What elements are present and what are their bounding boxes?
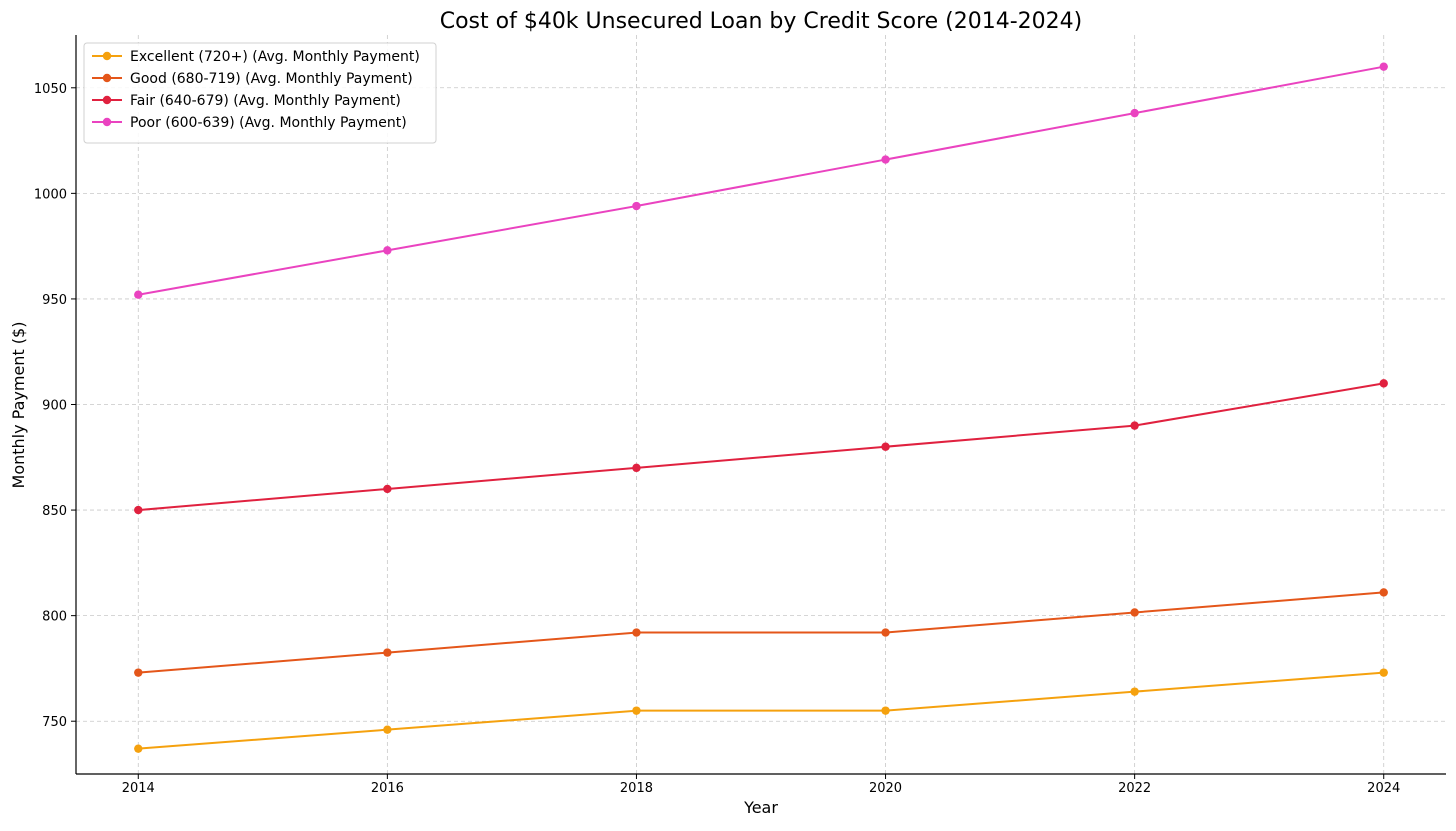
data-point [1379, 379, 1388, 388]
legend-marker [102, 117, 112, 127]
series-line [138, 671, 1384, 750]
x-tick-label: 2024 [1367, 781, 1400, 796]
data-point [632, 706, 641, 715]
legend-item: Excellent (720+) (Avg. Monthly Payment) [92, 49, 420, 65]
data-point [881, 155, 890, 164]
y-axis-label: Monthly Payment ($) [9, 322, 28, 489]
legend-item: Poor (600-639) (Avg. Monthly Payment) [92, 115, 407, 131]
series-2 [134, 588, 1388, 677]
legend-box [83, 42, 437, 144]
series-line [138, 591, 1384, 674]
legend-marker [102, 73, 112, 83]
data-point [1130, 687, 1139, 696]
data-point [134, 505, 143, 515]
axes: 2014 2016 2018 2020 2022 2024 750 800 850 900 950 1… [34, 35, 1446, 796]
legend: Excellent (720+) (Avg. Monthly Payment) G… [83, 42, 437, 144]
data-point [881, 442, 890, 451]
data-point [383, 648, 392, 657]
series-4 [134, 62, 1388, 299]
grid [76, 35, 1446, 774]
data-point [1379, 668, 1388, 677]
legend-label: Excellent (720+) (Avg. Monthly Payment) [130, 49, 420, 65]
x-tick-label: 2014 [122, 781, 155, 796]
data-point [134, 744, 143, 753]
data-point [1379, 62, 1388, 71]
data-point [383, 246, 392, 255]
data-point [134, 290, 143, 299]
y-tick-label: 950 [42, 293, 67, 308]
data-point [134, 668, 143, 677]
legend-label: Fair (640-679) (Avg. Monthly Payment) [130, 93, 401, 109]
legend-marker [102, 95, 112, 105]
chart-title: Cost of $40k Unsecured Loan by Credit Sc… [440, 9, 1083, 34]
y-tick-label: 1000 [34, 187, 67, 202]
legend-item: Fair (640-679) (Avg. Monthly Payment) [92, 93, 401, 109]
data-point [1379, 588, 1388, 597]
data-point [383, 484, 392, 494]
y-tick-label: 850 [42, 504, 67, 519]
x-tick-label: 2020 [869, 781, 902, 796]
legend-marker [102, 51, 112, 61]
legend-label: Poor (600-639) (Avg. Monthly Payment) [130, 115, 407, 131]
legend-item: Good (680-719) (Avg. Monthly Payment) [92, 71, 413, 87]
y-tick-label: 900 [42, 399, 67, 414]
series-1 [134, 668, 1388, 753]
data-point [632, 628, 641, 637]
data-point [1130, 608, 1139, 617]
y-tick-label: 1050 [34, 82, 67, 97]
legend-label: Good (680-719) (Avg. Monthly Payment) [130, 71, 413, 87]
x-tick-label: 2022 [1118, 781, 1151, 796]
data-point [881, 628, 890, 637]
data-point [383, 725, 392, 734]
x-axis-label: Year [743, 798, 778, 817]
data-point [632, 201, 641, 211]
data-point [632, 463, 641, 473]
y-tick-label: 800 [42, 610, 67, 625]
x-tick-label: 2018 [620, 781, 653, 796]
data-point [881, 706, 890, 715]
x-tick-label: 2016 [371, 781, 404, 796]
series-3 [134, 379, 1388, 515]
series-lines [134, 62, 1388, 753]
series-line [138, 382, 1384, 512]
y-tick-label: 750 [42, 715, 67, 730]
series-line [138, 65, 1384, 296]
data-point [1130, 421, 1139, 430]
data-point [1130, 108, 1139, 118]
